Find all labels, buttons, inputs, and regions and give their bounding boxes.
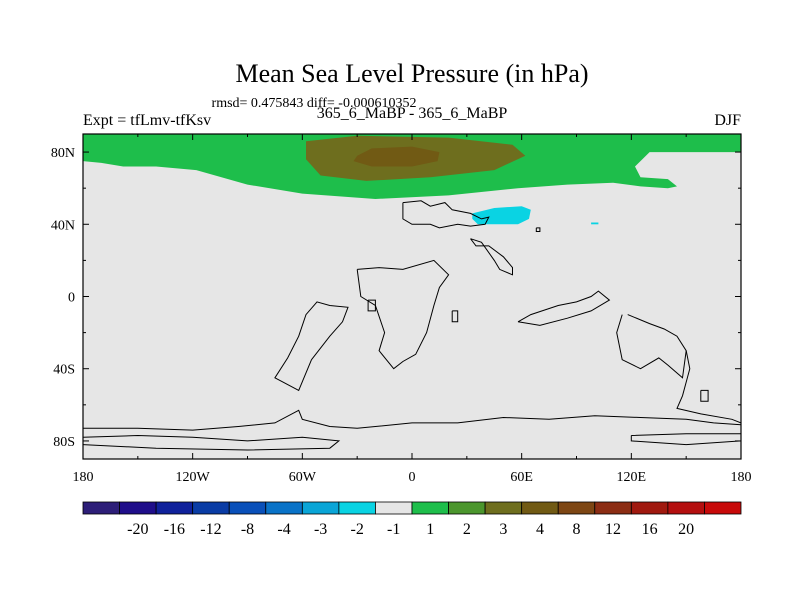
region-positive-anomaly-4-8 [353,146,440,167]
colorbar-label-4: -4 [277,521,290,538]
y-tick-label-1: 40N [51,218,75,233]
y-tick-label-4: 80S [53,435,75,450]
y-tick-label-2: 0 [68,291,75,306]
colorbar-label-7: -1 [387,521,400,538]
region-negative-anomaly-1-2-small [591,222,599,225]
coastline-middle-east-coast [470,238,513,276]
colorbar-label-6: -2 [351,521,364,538]
colorbar-box-15 [630,501,669,515]
coastline-small-island-2 [451,310,459,323]
x-tick-label-5: 120E [617,470,647,485]
colorbar-label-9: 2 [463,521,471,538]
colorbar-label-10: 3 [499,521,507,538]
coastline-small-island-3 [700,389,709,402]
colorbar-label-2: -12 [200,521,221,538]
data-layer [83,134,741,451]
colorbar-box-1 [119,501,157,515]
x-tick-label-2: 60W [289,470,317,485]
coastline-australia-inner-coast [616,314,687,379]
x-tick-label-6: 180 [731,470,752,485]
coastline-small-island-1 [367,299,376,312]
colorbar-label-5: -3 [314,521,327,538]
x-tick-label-4: 60E [510,470,533,485]
coastline-antarctic-coast [83,409,741,431]
colorbar-label-8: 1 [426,521,434,538]
colorbar-box-2 [155,501,194,515]
x-tick-label-1: 120W [176,470,211,485]
season-label: DJF [714,112,741,129]
colorbar-label-15: 20 [678,521,694,538]
x-tick-label-0: 180 [73,470,94,485]
experiment-label: Expt = tfLmv-tfKsv [83,112,211,129]
coastline-antarctic-interior-1 [83,434,341,451]
colorbar-label-0: -20 [127,521,148,538]
coastline-eurasia-coast [402,200,490,229]
colorbar-label-14: 16 [642,521,658,538]
coastline-south-asia-coast [517,290,611,326]
colorbar-box-12 [521,501,559,515]
colorbar-box-17 [704,501,742,515]
colorbar-box-14 [594,501,632,515]
colorbar-label-11: 4 [536,521,544,538]
coastline-antarctic-interior-2 [630,433,741,446]
colorbar-label-13: 12 [605,521,621,538]
chart-subtitle: rmsd= 0.475843 diff= -0.000610352 [212,96,417,111]
colorbar-box-16 [667,501,705,515]
colorbar-label-12: 8 [573,521,581,538]
colorbar-box-4 [228,501,267,515]
colorbar-box-11 [484,501,523,515]
colorbar-box-6 [301,501,340,515]
y-tick-label-3: 40S [53,363,75,378]
plot-area: 180 120W 60W 0 60E 120E 180 80N 40N 0 40S 80S [51,133,752,485]
colorbar-box-10 [448,501,486,515]
comparison-label: 365_6_MaBP - 365_6_MaBP [317,105,508,122]
colorbar-box-5 [265,501,303,515]
coastline-australia-coast [627,314,741,424]
coastline-small-island-4 [535,227,541,232]
colorbar-box-9 [411,501,449,515]
colorbar-box-3 [192,501,230,515]
y-tick-label-0: 80N [51,146,75,161]
colorbar-label-1: -16 [164,521,185,538]
colorbar-label-3: -8 [241,521,254,538]
colorbar-box-8 [375,501,413,515]
colorbar-box-7 [338,501,376,515]
x-tick-label-3: 0 [409,470,416,485]
colorbar-box-13 [557,501,596,515]
colorbar-box-0 [82,501,120,515]
coastline-south-america-coast [274,301,349,392]
coastline-africa-coast [356,259,450,370]
chart-title: Mean Sea Level Pressure (in hPa) [235,59,588,88]
colorbar: -20 -16 -12 -8 -4 -3 -2 -1 1 2 3 4 8 12 16 20 [82,501,742,538]
